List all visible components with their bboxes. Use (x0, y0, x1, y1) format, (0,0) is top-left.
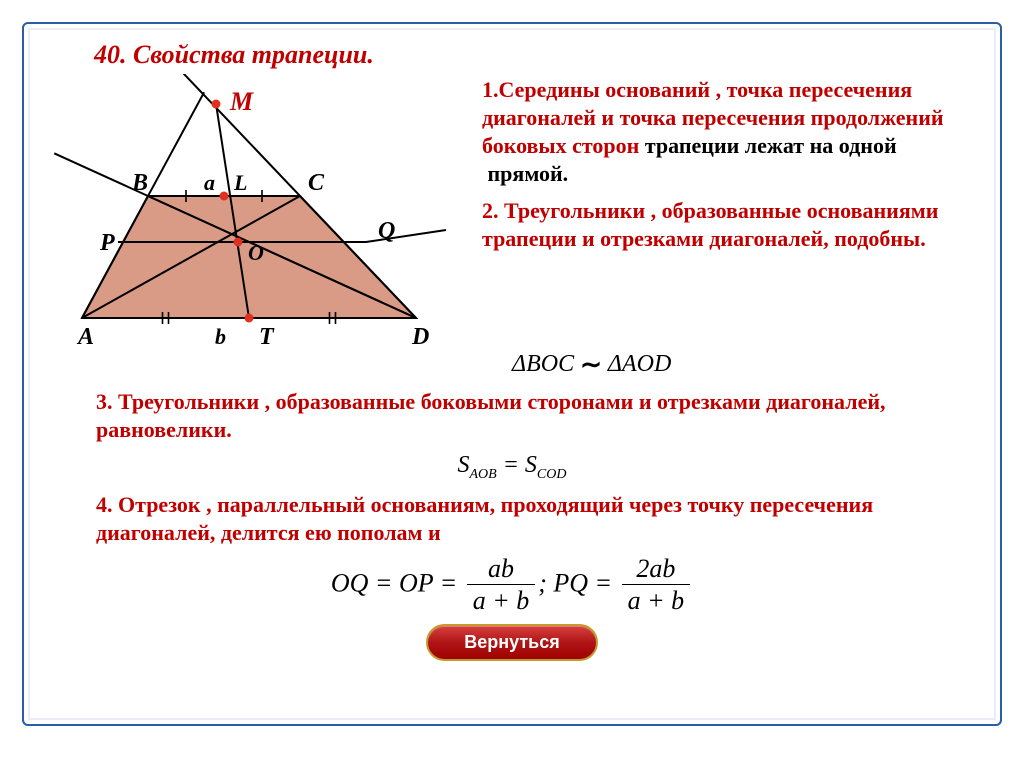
svg-text:P: P (99, 230, 115, 256)
svg-text:B: B (131, 170, 148, 196)
svg-text:a: a (204, 170, 215, 195)
sub-aob: AOB (470, 467, 497, 482)
property-2: 2. Треугольники , образованные основания… (482, 197, 982, 253)
fraction-1: ab a + b (467, 555, 536, 616)
prop2-accent: Треугольники , образованные основаниями … (482, 198, 938, 251)
s-1: S (458, 452, 470, 478)
frac1-num: ab (467, 555, 536, 585)
prop1-lead: 1. (482, 77, 499, 102)
property-4: 4. Отрезок , параллельный основаниям, пр… (96, 491, 982, 547)
svg-text:Q: Q (378, 218, 395, 244)
prop4-accent: Отрезок , параллельный основаниям, прохо… (96, 492, 873, 545)
right-column: 1.Середины оснований , точка пересечения… (482, 74, 982, 261)
tri-boc: BOC (526, 351, 574, 377)
prop4-lead: 4. (96, 492, 118, 517)
svg-text:M: M (229, 87, 254, 116)
svg-text:A: A (76, 324, 94, 350)
svg-text:C: C (308, 170, 325, 196)
property-3: 3. Треугольники , образованные боковыми … (96, 388, 982, 444)
trapezoid-diagram: M B C L P Q O A T Da b (42, 74, 482, 354)
button-row: Вернуться (42, 624, 982, 661)
frac2-den: a + b (622, 585, 691, 616)
svg-text:D: D (411, 324, 429, 350)
formula-2-row: ΔBOC ∼ ΔAOD (512, 348, 982, 378)
frac1-den: a + b (467, 585, 536, 616)
frac2-num: 2ab (622, 555, 691, 585)
svg-text:O: O (248, 240, 264, 265)
svg-text:T: T (259, 324, 275, 350)
s-2: S (525, 452, 537, 478)
prop2-lead: 2. (482, 198, 504, 223)
delta-2: Δ (608, 351, 622, 377)
diagram-svg: M B C L P Q O A T Da b (42, 74, 482, 354)
eq-sign: = (497, 452, 525, 478)
sub-cod: COD (537, 467, 567, 482)
svg-text:L: L (233, 170, 247, 195)
property-1: 1.Середины оснований , точка пересечения… (482, 76, 982, 189)
prop3-accent: Треугольники , образованные боковыми сто… (96, 389, 886, 442)
prop3-lead: 3. (96, 389, 118, 414)
formula-equal-areas: SAOB = SCOD (42, 452, 982, 483)
back-button[interactable]: Вернуться (426, 624, 598, 661)
tri-aod: AOD (622, 351, 671, 377)
top-row: M B C L P Q O A T Da b 1.Середины оснований , точк… (42, 74, 982, 354)
pq-left: OQ = OP = (331, 569, 457, 598)
formula-similar-triangles: ΔBOC ∼ ΔAOD (512, 348, 671, 378)
similar-sign: ∼ (580, 350, 602, 379)
prop1-rest2: прямой. (482, 161, 568, 186)
svg-text:b: b (215, 324, 226, 349)
fraction-2: 2ab a + b (622, 555, 691, 616)
slide-frame: 40. Свойства трапеции. MBCLPQOATDab 1.Се… (22, 22, 1002, 726)
prop1-rest: трапеции лежат на одной (639, 133, 896, 158)
delta-1: Δ (512, 351, 526, 377)
pq-mid: ; PQ = (538, 569, 612, 598)
slide-title: 40. Свойства трапеции. (94, 40, 982, 70)
formula-pq-segment: OQ = OP = ab a + b ; PQ = 2ab a + b (42, 555, 982, 616)
